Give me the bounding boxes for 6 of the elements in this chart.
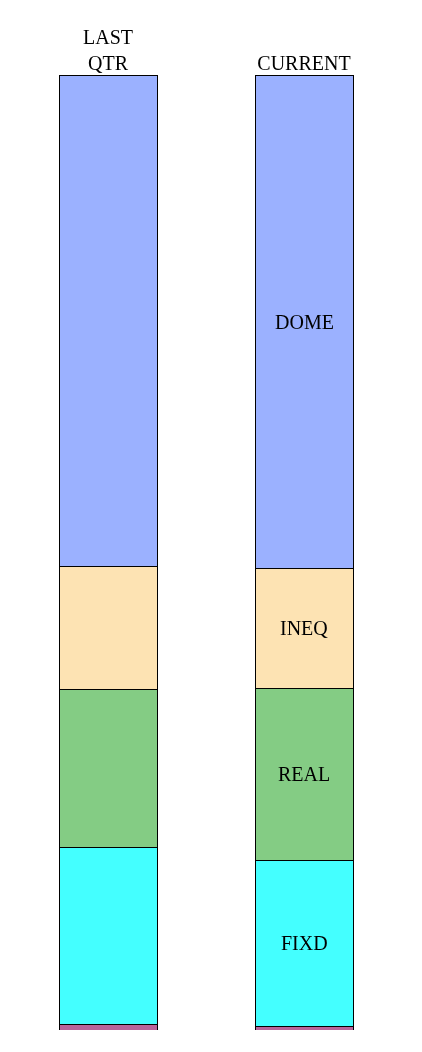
x-tick-label: LAST QTR [83,26,133,74]
x-tick-label: CURRENT [257,52,351,74]
series-label: FIXD [281,932,328,954]
series-label: DOME [275,311,334,333]
series-label: REAL [278,763,331,785]
series-label: INEQ [280,617,329,639]
